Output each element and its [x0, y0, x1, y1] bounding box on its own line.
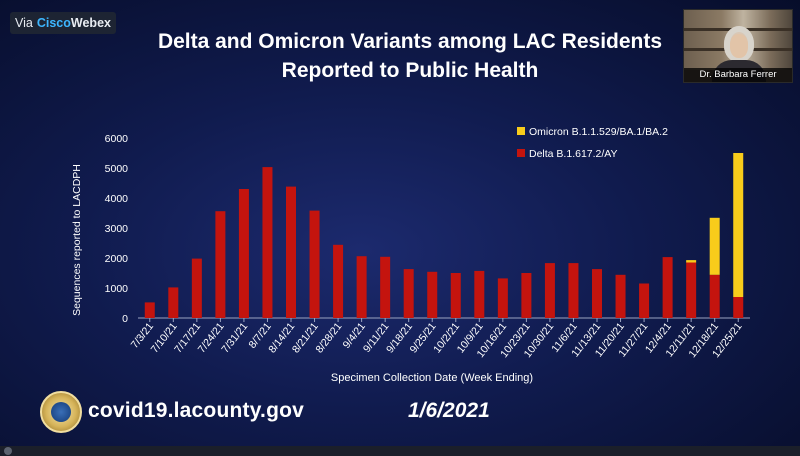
meeting-control-strip — [0, 446, 800, 456]
bar-delta — [592, 269, 602, 318]
footer-date: 1/6/2021 — [408, 399, 490, 422]
bar-delta — [168, 287, 179, 318]
bar-delta — [733, 297, 744, 318]
legend-label: Omicron B.1.1.529/BA.1/BA.2 — [529, 126, 668, 138]
bar-omicron — [709, 217, 720, 275]
participant-video[interactable]: Dr. Barbara Ferrer — [683, 9, 793, 83]
bar-delta — [215, 211, 226, 318]
y-tick-label: 3000 — [105, 223, 129, 235]
x-tick-label: 7/31/21 — [219, 320, 250, 355]
bar-delta — [238, 189, 249, 318]
x-axis-label: Specimen Collection Date (Week Ending) — [331, 372, 533, 384]
y-axis: 0 1000 2000 3000 4000 5000 6000 — [105, 133, 129, 325]
bar-delta — [356, 256, 367, 318]
bar-delta — [403, 269, 414, 318]
bar-delta — [450, 273, 461, 318]
legend-swatch — [517, 149, 525, 157]
bar-delta — [427, 271, 438, 318]
webex-badge: Via Cisco Webex — [10, 12, 116, 34]
bar-delta — [639, 283, 650, 318]
y-tick-label: 2000 — [105, 253, 129, 265]
bar-delta — [474, 270, 485, 318]
slide-title: Delta and Omicron Variants among LAC Res… — [120, 27, 700, 85]
badge-webex: Webex — [70, 16, 111, 30]
y-tick-label: 6000 — [105, 133, 129, 145]
bar-delta — [380, 256, 391, 318]
x-axis: 7/3/217/10/217/17/217/24/217/31/218/7/21… — [129, 317, 750, 360]
county-seal-logo — [40, 391, 82, 433]
bar-delta — [286, 186, 296, 318]
participant-face — [730, 34, 748, 58]
bar-delta — [497, 278, 508, 318]
bar-delta — [544, 263, 555, 318]
bars-group — [144, 153, 744, 318]
slide-title-line2: Reported to Public Health — [281, 59, 539, 82]
y-tick-label: 0 — [122, 313, 128, 325]
legend-label: Delta B.1.617.2/AY — [529, 148, 618, 160]
bar-delta — [333, 244, 344, 318]
participant-name: Dr. Barbara Ferrer — [684, 68, 792, 82]
footer-url: covid19.lacounty.gov — [88, 399, 304, 422]
bar-delta — [568, 263, 579, 318]
bar-delta — [615, 274, 626, 318]
slide-title-line1: Delta and Omicron Variants among LAC Res… — [157, 30, 663, 53]
bar-omicron — [686, 260, 697, 263]
bar-delta — [521, 273, 532, 318]
badge-cisco: Cisco — [36, 16, 71, 30]
x-tick-label: 8/28/21 — [313, 320, 344, 355]
y-tick-label: 4000 — [105, 193, 129, 205]
y-axis-label: Sequences reported to LACDPH — [71, 164, 83, 316]
bar-omicron — [733, 153, 744, 297]
legend: Omicron B.1.1.529/BA.1/BA.2 Delta B.1.617… — [517, 126, 668, 160]
bar-delta — [191, 258, 202, 318]
bar-delta — [262, 167, 273, 318]
bar-delta — [662, 257, 673, 318]
bar-delta — [709, 274, 720, 318]
bar-delta — [686, 262, 697, 318]
y-tick-label: 5000 — [105, 163, 129, 175]
bar-delta — [309, 210, 320, 318]
badge-prefix: Via — [15, 16, 33, 30]
control-icon[interactable] — [4, 447, 12, 455]
legend-swatch — [517, 127, 525, 135]
bar-delta — [144, 302, 155, 318]
y-tick-label: 1000 — [105, 283, 129, 295]
